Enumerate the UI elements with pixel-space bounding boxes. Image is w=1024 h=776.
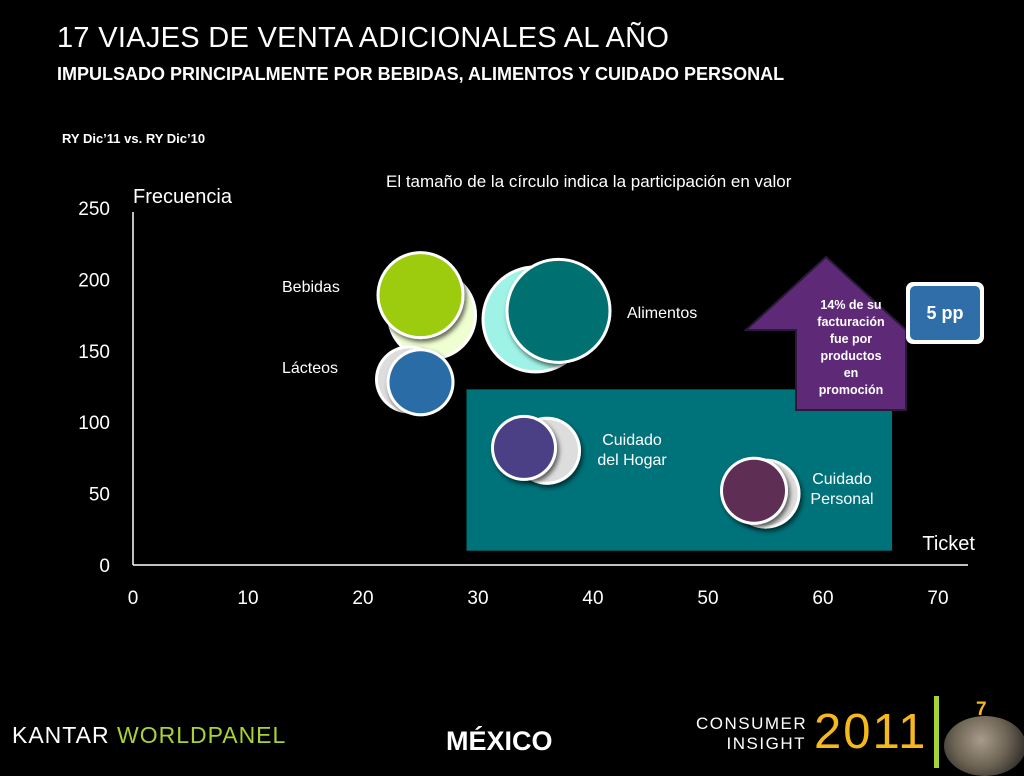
y-axis-title: Frecuencia: [133, 186, 233, 208]
country-label: MÉXICO: [446, 726, 553, 756]
bubble-cuidado-del-hogar-curr: [491, 414, 557, 481]
page-title: 17 VIAJES DE VENTA ADICIONALES AL AÑO: [57, 22, 670, 54]
x-tick-label: 10: [237, 588, 258, 609]
y-tick-label: 100: [78, 413, 110, 434]
badge-text: 5 pp: [926, 303, 963, 323]
year-label: 2011: [814, 705, 928, 759]
x-tick-label: 0: [128, 588, 139, 609]
consumer-insight-label: CONSUMER INSIGHT: [696, 714, 806, 754]
x-tick-label: 50: [697, 588, 718, 609]
callout-arrow: [743, 255, 907, 411]
y-tick-label: 200: [78, 270, 110, 291]
y-tick-label: 50: [89, 485, 110, 506]
insight-label: INSIGHT: [726, 734, 806, 753]
point-label: Bebidas: [282, 279, 340, 296]
bubble-chart: 0 50 100 150 200 250 0 10 20 30 40 50 60 70 Frecuencia…: [78, 186, 984, 609]
x-tick-label: 70: [927, 588, 948, 609]
x-tick-label: 60: [812, 588, 833, 609]
bubble-cuidado-personal-curr-fill: [723, 459, 785, 522]
badge-fill: [910, 286, 980, 340]
period-label: RY Dic’11 vs. RY Dic’10: [62, 131, 206, 146]
worldpanel-label: WORLDPANEL: [116, 722, 287, 748]
callout-text: 14% de su facturación fue por productos en pr…: [817, 298, 884, 397]
x-tick-label: 30: [467, 588, 488, 609]
globe-icon: [944, 716, 1024, 776]
page-subtitle: IMPULSADO PRINCIPALMENTE POR BEBIDAS, AL…: [57, 64, 785, 84]
bubble-alimentos-curr-fill: [508, 260, 609, 361]
bubble-bebidas-curr: [376, 251, 465, 340]
y-tick-label: 150: [78, 342, 110, 363]
kantar-label: KANTAR: [12, 722, 110, 748]
point-label: Cuidado del Hogar: [597, 432, 667, 469]
consumer-label: CONSUMER: [696, 714, 808, 733]
x-tick-label: 20: [352, 588, 373, 609]
page-number: 7: [976, 699, 987, 720]
bubble-cuidado-personal-curr: [720, 456, 788, 525]
bubble-bebidas-curr-fill: [379, 254, 462, 337]
bubble-lacteos-curr-fill: [389, 351, 452, 414]
bubble-lacteos-curr: [386, 348, 455, 417]
bubble-alimentos-curr: [505, 257, 612, 364]
y-tick-label: 0: [99, 556, 110, 577]
point-label: Cuidado Personal: [810, 471, 873, 508]
bubble-cuidado-del-hogar-curr-fill: [494, 417, 554, 478]
point-label: Lácteos: [282, 360, 338, 377]
bubble-size-note: El tamaño de la círculo indica la partic…: [386, 172, 792, 191]
point-label: Alimentos: [627, 305, 697, 322]
divider-bar: [934, 696, 939, 768]
x-tick-label: 40: [582, 588, 603, 609]
y-tick-label: 250: [78, 199, 110, 220]
kantar-worldpanel-logo: KANTAR WORLDPANEL: [12, 722, 286, 749]
x-axis-title: Ticket: [922, 533, 975, 555]
